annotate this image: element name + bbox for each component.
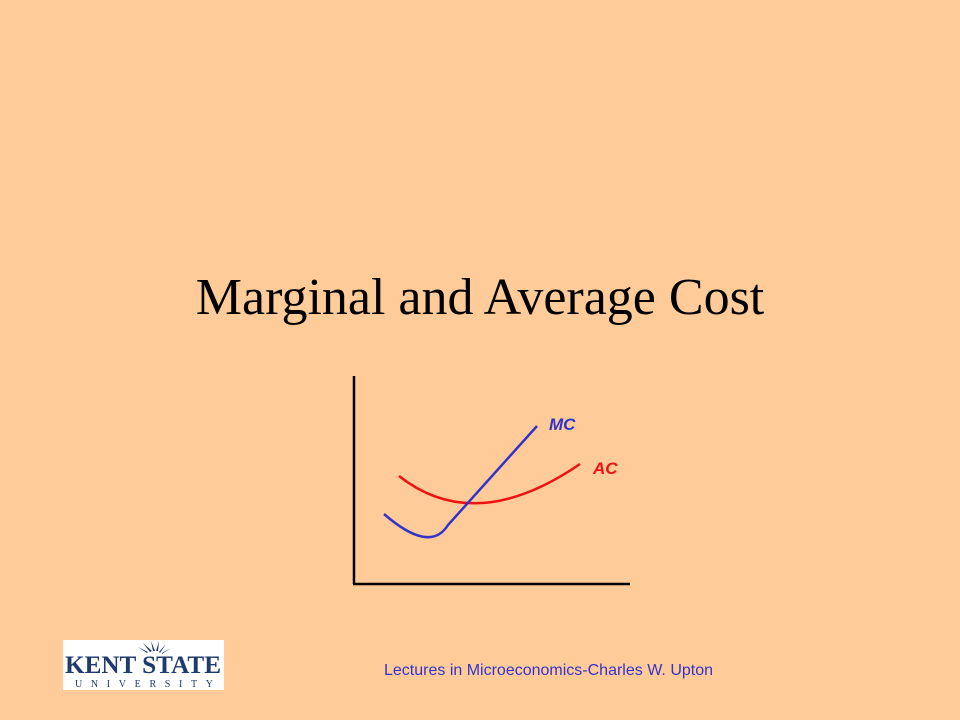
sunburst-icon	[138, 641, 171, 654]
ac-label: AC	[592, 459, 618, 478]
mc-label: MC	[549, 415, 576, 434]
logo-wordmark: KENT STATE	[65, 652, 221, 679]
footer-credit: Lectures in Microeconomics-Charles W. Up…	[384, 662, 714, 679]
cost-curves-diagram: MC AC	[352, 376, 630, 586]
slide-title: Marginal and Average Cost	[195, 269, 765, 326]
mc-curve	[383, 425, 538, 539]
ac-curve	[398, 462, 581, 505]
kent-state-logo: KENT STATE UNIVERSITY	[63, 640, 224, 690]
